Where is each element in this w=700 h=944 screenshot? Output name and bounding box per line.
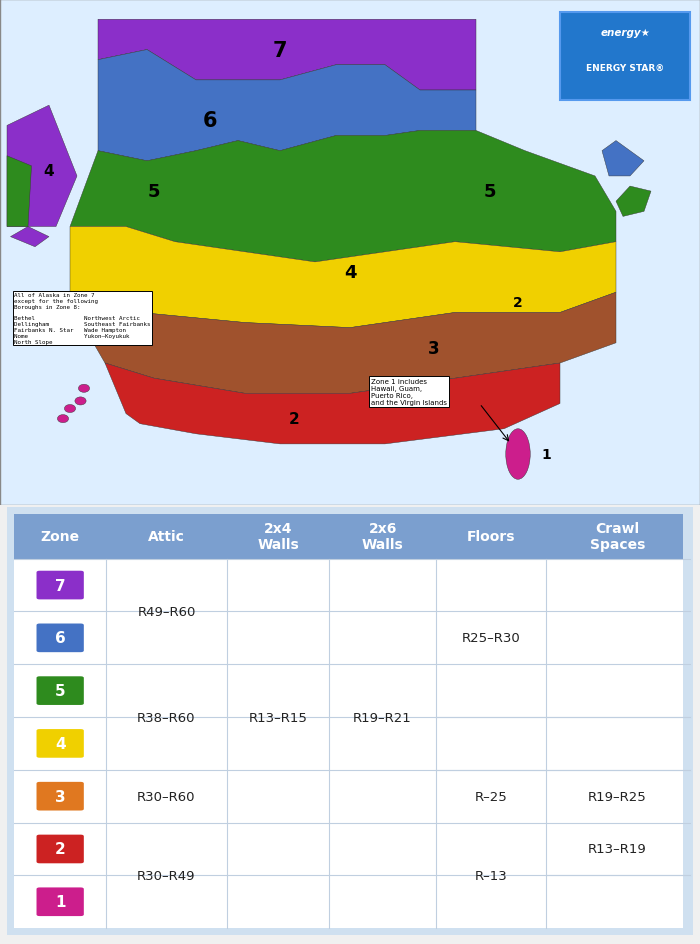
Text: 5: 5 bbox=[148, 183, 160, 201]
Bar bbox=[14, 514, 682, 559]
FancyBboxPatch shape bbox=[36, 623, 85, 653]
Text: Crawl
Spaces: Crawl Spaces bbox=[590, 522, 645, 551]
Ellipse shape bbox=[505, 430, 531, 480]
FancyBboxPatch shape bbox=[36, 834, 85, 865]
Text: R–25: R–25 bbox=[475, 790, 507, 802]
Text: 1: 1 bbox=[55, 894, 65, 909]
Text: 4: 4 bbox=[55, 736, 66, 751]
Polygon shape bbox=[105, 363, 560, 445]
FancyBboxPatch shape bbox=[36, 781, 85, 812]
FancyBboxPatch shape bbox=[0, 503, 700, 939]
Text: 3: 3 bbox=[78, 325, 90, 343]
Polygon shape bbox=[7, 157, 31, 228]
Text: 2: 2 bbox=[288, 412, 300, 427]
Polygon shape bbox=[10, 228, 49, 247]
Text: energy★: energy★ bbox=[600, 27, 650, 38]
Text: Attic: Attic bbox=[148, 530, 185, 544]
Text: R13–R19: R13–R19 bbox=[588, 843, 647, 855]
Circle shape bbox=[78, 385, 90, 393]
Circle shape bbox=[64, 405, 76, 413]
Polygon shape bbox=[70, 131, 616, 262]
Polygon shape bbox=[7, 106, 77, 228]
Text: R25–R30: R25–R30 bbox=[461, 632, 520, 645]
Text: 4: 4 bbox=[43, 164, 55, 179]
Text: 3: 3 bbox=[428, 340, 440, 358]
Text: R49–R60: R49–R60 bbox=[137, 605, 196, 618]
FancyBboxPatch shape bbox=[36, 728, 85, 759]
Polygon shape bbox=[616, 187, 651, 217]
Text: 2: 2 bbox=[513, 296, 523, 310]
Text: R19–R25: R19–R25 bbox=[588, 790, 647, 802]
FancyBboxPatch shape bbox=[36, 886, 85, 918]
Text: 1: 1 bbox=[541, 447, 551, 462]
Text: R38–R60: R38–R60 bbox=[137, 711, 196, 724]
Bar bbox=[560, 12, 690, 101]
Polygon shape bbox=[98, 51, 476, 161]
Bar bbox=[14, 559, 682, 928]
FancyBboxPatch shape bbox=[36, 570, 85, 600]
Polygon shape bbox=[70, 228, 616, 329]
FancyBboxPatch shape bbox=[36, 676, 85, 706]
Text: 6: 6 bbox=[203, 111, 217, 131]
Text: 3: 3 bbox=[55, 789, 66, 804]
Text: R30–R49: R30–R49 bbox=[137, 868, 196, 882]
Text: All of Alaska in Zone 7
except for the following
Boroughs in Zone 8:

Bethel    : All of Alaska in Zone 7 except for the f… bbox=[14, 293, 150, 345]
Polygon shape bbox=[70, 293, 616, 394]
Circle shape bbox=[75, 397, 86, 406]
Text: R13–R15: R13–R15 bbox=[248, 711, 307, 724]
Text: R–13: R–13 bbox=[475, 868, 507, 882]
Text: R19–R21: R19–R21 bbox=[354, 711, 412, 724]
Text: Zone 1 includes
Hawaii, Guam,
Puerto Rico,
and the Virgin Islands: Zone 1 includes Hawaii, Guam, Puerto Ric… bbox=[371, 379, 447, 406]
Text: 7: 7 bbox=[273, 41, 287, 60]
Text: Zone: Zone bbox=[41, 530, 80, 544]
Text: 6: 6 bbox=[55, 631, 66, 646]
Polygon shape bbox=[602, 142, 644, 177]
Polygon shape bbox=[98, 20, 476, 91]
Text: ENERGY STAR®: ENERGY STAR® bbox=[586, 63, 664, 73]
Text: R30–R60: R30–R60 bbox=[137, 790, 196, 802]
Text: Floors: Floors bbox=[466, 530, 515, 544]
Text: 4: 4 bbox=[344, 263, 356, 281]
Text: 5: 5 bbox=[484, 183, 496, 201]
Text: 5: 5 bbox=[55, 683, 66, 699]
Text: 2x4
Walls: 2x4 Walls bbox=[257, 522, 299, 551]
Text: 7: 7 bbox=[55, 578, 66, 593]
Text: 2: 2 bbox=[55, 842, 66, 856]
Text: 2x6
Walls: 2x6 Walls bbox=[362, 522, 403, 551]
Circle shape bbox=[57, 415, 69, 423]
